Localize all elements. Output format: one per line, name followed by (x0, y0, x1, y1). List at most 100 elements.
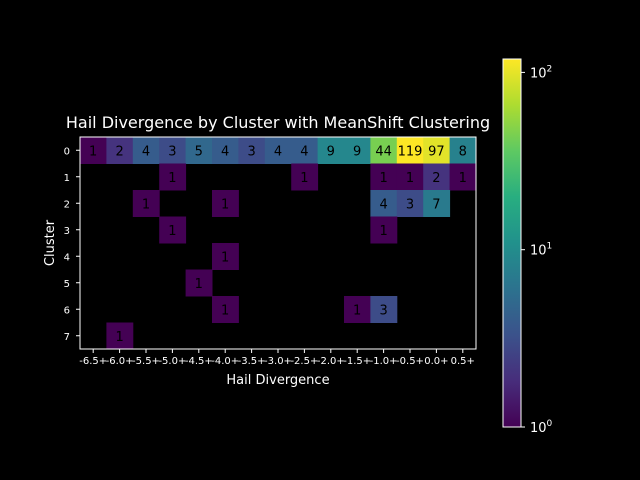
cell-value-label: 9 (353, 144, 361, 159)
colorbar (502, 58, 522, 428)
heatmap-cell (449, 137, 477, 164)
cell-value-label: 44 (375, 144, 392, 159)
heatmap-cell (212, 137, 239, 164)
colorbar-tick-label: 101 (530, 242, 552, 259)
cell-value-label: 1 (353, 303, 361, 318)
y-tick-label: 3 (64, 226, 70, 237)
heatmap-cell (106, 322, 134, 350)
cell-value-label: 1 (168, 171, 176, 186)
x-tick-label: -4.5+ (185, 356, 213, 367)
heatmap-cell (159, 216, 187, 244)
heatmap-cell (132, 190, 160, 217)
y-tick-label: 1 (64, 173, 70, 184)
y-tick-label: 7 (64, 332, 70, 343)
x-tick-label: -3.5+ (238, 356, 266, 367)
heatmap-cell (370, 137, 398, 164)
heatmap-cell (185, 269, 213, 297)
x-tick-label: 0.0+ (424, 356, 448, 367)
cell-value-label: 1 (89, 144, 97, 159)
cell-value-label: 4 (300, 144, 308, 159)
x-tick-label: -4.0+ (211, 356, 239, 367)
colorbar-tick-label: 100 (530, 419, 553, 436)
heatmap-cell (238, 137, 266, 164)
heatmap-cell (370, 190, 398, 217)
x-tick-label: -6.5+ (79, 356, 107, 367)
y-axis: 0 1 2 3 4 5 6 7 (64, 146, 80, 343)
cell-value-label: 1 (115, 330, 123, 345)
cell-value-label: 119 (398, 144, 423, 159)
cell-value-label: 1 (379, 171, 387, 186)
cell-value-label: 2 (115, 144, 123, 159)
x-tick-label: -5.0+ (158, 356, 186, 367)
cell-value-label: 9 (327, 144, 335, 159)
cell-value-label: 3 (247, 144, 255, 159)
cell-value-label: 3 (168, 144, 176, 159)
cell-value-label: 1 (195, 277, 203, 292)
heatmap-cell (370, 216, 398, 244)
cell-value-label: 5 (195, 144, 203, 159)
heatmap-cell (212, 190, 239, 217)
heatmap-cell (344, 137, 371, 164)
heatmap-cells (80, 137, 477, 350)
cell-value-label: 4 (221, 144, 229, 159)
chart-title: Hail Divergence by Cluster with MeanShif… (66, 113, 490, 132)
y-axis-label: Cluster (43, 219, 58, 266)
cell-value-label: 3 (406, 197, 414, 212)
heatmap-cell (423, 137, 451, 164)
cell-value-label: 97 (428, 144, 445, 159)
cell-value-label: 1 (168, 224, 176, 239)
x-axis-label: Hail Divergence (226, 373, 329, 388)
x-tick-label: -3.0+ (264, 356, 292, 367)
cell-value-label: 8 (459, 144, 467, 159)
cell-value-label: 3 (379, 303, 387, 318)
cell-value-label: 1 (221, 250, 229, 265)
heatmap-cell (370, 163, 398, 191)
cell-value-label: 2 (432, 171, 440, 186)
heatmap-cell (106, 137, 134, 164)
heatmap-cell (291, 163, 319, 191)
colorbar-tick-label: 102 (530, 64, 552, 81)
x-tick-label: 0.5+ (451, 356, 475, 367)
cell-value-label: 1 (142, 197, 150, 212)
heatmap-cell (185, 137, 213, 164)
colorbar-ticks: 100 101 102 (521, 64, 553, 436)
heatmap-cell (212, 243, 239, 270)
heatmap-cell (159, 163, 187, 191)
heatmap-cell (317, 137, 345, 164)
heatmap-cell (264, 137, 292, 164)
cell-value-label: 7 (432, 197, 440, 212)
heatmap-cell (212, 296, 239, 323)
heatmap-cell (423, 190, 451, 217)
heatmap-cell (344, 296, 371, 323)
cell-value-label: 1 (221, 303, 229, 318)
x-tick-label: -1.0+ (370, 356, 398, 367)
heatmap-cell (370, 296, 398, 323)
heatmap-cell (291, 137, 319, 164)
cell-value-label: 1 (379, 224, 387, 239)
cell-value-label: 1 (221, 197, 229, 212)
y-tick-label: 4 (64, 252, 70, 263)
heatmap-cell (396, 190, 424, 217)
heatmap-cell (80, 137, 107, 164)
x-tick-label: -6.0+ (106, 356, 134, 367)
heatmap-cell (396, 163, 424, 191)
heatmap-cell (396, 137, 424, 164)
x-tick-label: -0.5+ (396, 356, 424, 367)
heatmap-cell (423, 163, 451, 191)
cell-value-label: 4 (379, 197, 387, 212)
cell-value-label: 1 (459, 171, 467, 186)
cell-value-label: 4 (142, 144, 150, 159)
x-tick-label: -5.5+ (132, 356, 160, 367)
heatmap-cell (132, 137, 160, 164)
heatmap-cell (449, 163, 477, 191)
cell-value-label: 1 (300, 171, 308, 186)
y-tick-label: 0 (64, 146, 70, 157)
x-axis: -6.5+-6.0+-5.5+-5.0+-4.5+-4.0+-3.5+-3.0+… (79, 349, 475, 367)
cell-value-label: 1 (406, 171, 414, 186)
y-tick-label: 6 (64, 305, 70, 316)
cell-value-label: 4 (274, 144, 282, 159)
x-tick-label: -1.5+ (343, 356, 371, 367)
